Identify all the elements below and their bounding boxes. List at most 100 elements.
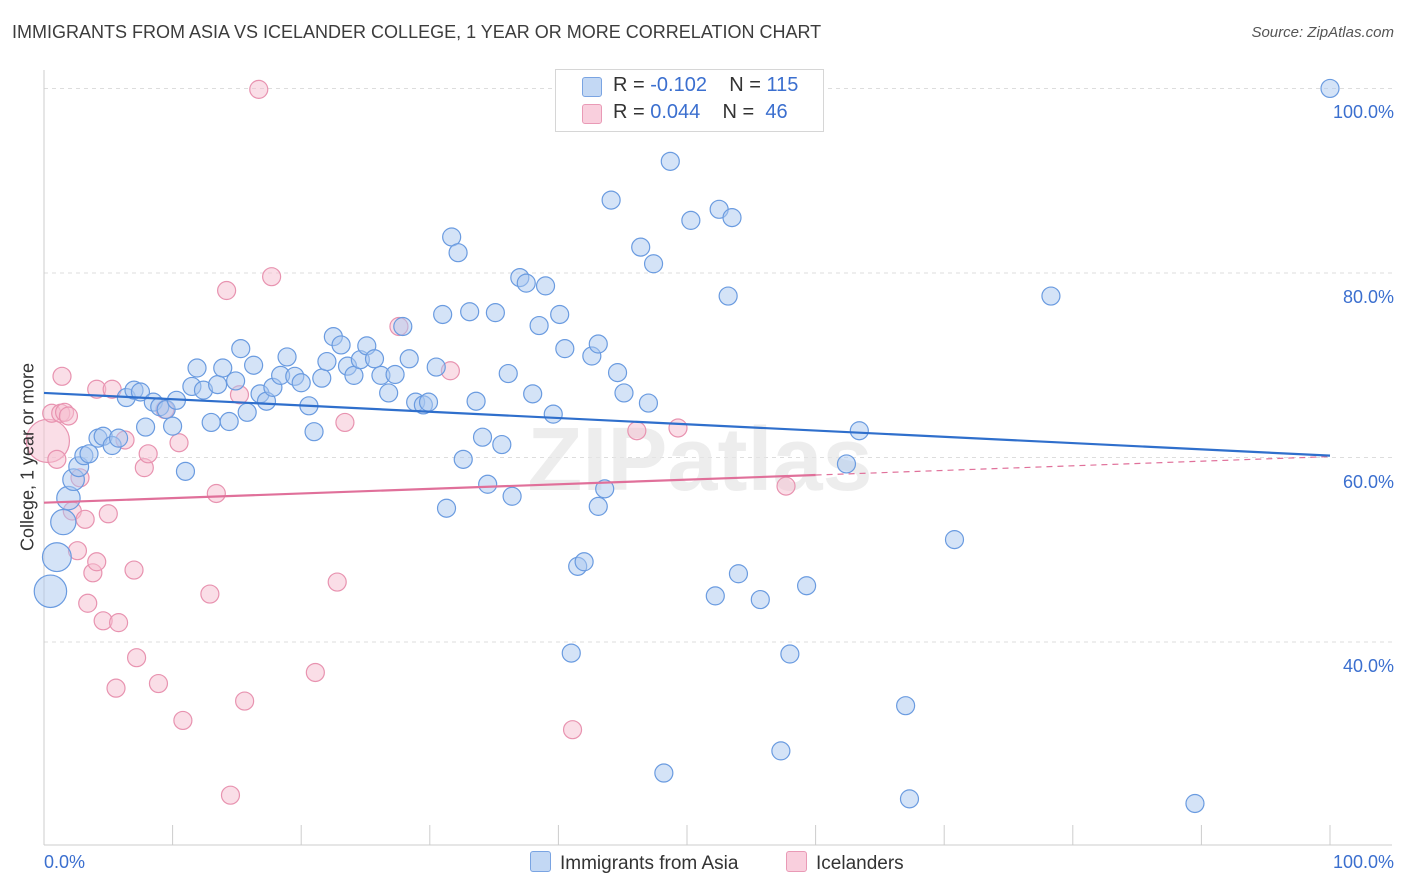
point-immigrants — [1185, 793, 1205, 814]
point-immigrants — [601, 190, 621, 210]
point-immigrants — [896, 696, 916, 716]
point-icelanders — [305, 662, 325, 683]
point-immigrants — [453, 449, 473, 469]
point-immigrants — [399, 349, 419, 369]
point-icelanders — [776, 476, 796, 496]
point-immigrants — [448, 243, 468, 263]
point-immigrants — [502, 486, 522, 506]
point-immigrants — [41, 542, 72, 573]
point-immigrants — [79, 444, 99, 464]
point-immigrants — [385, 364, 405, 385]
point-icelanders — [87, 552, 107, 572]
legend-r-label: R = — [613, 101, 651, 123]
x-tick-label-max: 100.0% — [1332, 852, 1394, 872]
point-immigrants — [498, 363, 518, 384]
legend-row-icelanders: R = 0.044 N = 46 — [556, 100, 823, 127]
point-immigrants — [244, 355, 264, 375]
legend-n-value: 115 — [766, 74, 799, 96]
trend-line-icelanders — [43, 473, 816, 504]
point-immigrants — [460, 302, 480, 322]
point-immigrants — [555, 339, 575, 359]
point-immigrants — [638, 393, 659, 413]
point-immigrants — [201, 412, 221, 433]
chart-title: IMMIGRANTS FROM ASIA VS ICELANDER COLLEG… — [12, 22, 822, 42]
y-tick-label: 100.0% — [1332, 102, 1394, 123]
point-icelanders — [169, 433, 189, 453]
point-icelanders — [126, 648, 147, 668]
point-immigrants — [213, 358, 233, 378]
y-tick-label: 80.0% — [1342, 286, 1394, 307]
point-immigrants — [219, 411, 239, 432]
correlation-legend: R = -0.102 N = 115 R = 0.044 N = 46 — [555, 69, 824, 132]
y-axis-label: College, 1 year or more — [17, 362, 38, 552]
point-immigrants — [379, 383, 399, 403]
point-immigrants — [588, 496, 608, 516]
point-icelanders — [220, 785, 241, 805]
point-icelanders — [98, 504, 118, 524]
trend-line-icelanders-extension — [815, 455, 1331, 476]
legend-n-label: N = — [722, 101, 760, 123]
point-immigrants — [466, 391, 486, 411]
point-immigrants — [722, 208, 742, 228]
point-immigrants — [654, 763, 674, 783]
point-icelanders — [335, 412, 355, 433]
point-immigrants — [780, 644, 800, 664]
point-immigrants — [433, 304, 453, 325]
point-immigrants — [899, 789, 920, 809]
point-icelanders — [235, 691, 255, 711]
point-immigrants — [135, 417, 156, 437]
point-icelanders — [47, 449, 67, 469]
legend-r-value: -0.102 — [650, 74, 707, 96]
point-immigrants — [418, 392, 439, 412]
point-icelanders — [58, 406, 79, 426]
point-immigrants — [1041, 286, 1061, 306]
point-immigrants — [771, 741, 791, 761]
point-icelanders — [562, 720, 583, 740]
point-immigrants — [108, 428, 129, 448]
point-immigrants — [796, 576, 817, 596]
point-icelanders — [102, 379, 122, 399]
point-immigrants — [516, 273, 536, 293]
point-icelanders — [75, 509, 95, 529]
point-immigrants — [312, 368, 332, 388]
point-icelanders — [124, 560, 144, 580]
point-immigrants — [472, 427, 493, 447]
point-immigrants — [277, 347, 297, 367]
point-immigrants — [187, 358, 207, 378]
legend-r-value: 0.044 — [650, 101, 701, 123]
point-immigrants — [550, 304, 570, 325]
point-icelanders — [52, 366, 72, 386]
point-immigrants — [681, 210, 701, 230]
point-immigrants — [836, 454, 857, 474]
point-immigrants — [705, 586, 725, 606]
point-icelanders — [106, 678, 126, 698]
point-immigrants — [50, 508, 77, 536]
point-icelanders — [173, 710, 193, 731]
point-immigrants — [492, 434, 512, 455]
watermark: ZIPatlas — [527, 410, 872, 510]
point-immigrants — [529, 315, 549, 336]
point-immigrants — [436, 498, 457, 518]
point-immigrants — [364, 349, 385, 369]
point-immigrants — [237, 402, 257, 422]
point-immigrants — [718, 286, 738, 306]
point-immigrants — [478, 474, 498, 494]
point-icelanders — [262, 267, 282, 287]
point-icelanders — [668, 418, 688, 438]
point-immigrants — [331, 335, 351, 355]
point-immigrants — [33, 574, 68, 609]
legend-r-label: R = — [613, 74, 651, 96]
point-immigrants — [426, 357, 446, 377]
point-immigrants — [523, 384, 543, 404]
point-icelanders — [206, 483, 226, 504]
point-immigrants — [750, 589, 770, 610]
source-label: Source: ZipAtlas.com — [1251, 24, 1394, 41]
point-immigrants — [291, 373, 311, 393]
point-immigrants — [588, 334, 608, 354]
trend-line-immigrants — [43, 391, 1331, 457]
trend-lines — [43, 391, 1331, 504]
legend-n-value: 46 — [765, 101, 788, 123]
legend-label: Immigrants from Asia — [560, 853, 739, 874]
point-immigrants — [574, 552, 594, 572]
